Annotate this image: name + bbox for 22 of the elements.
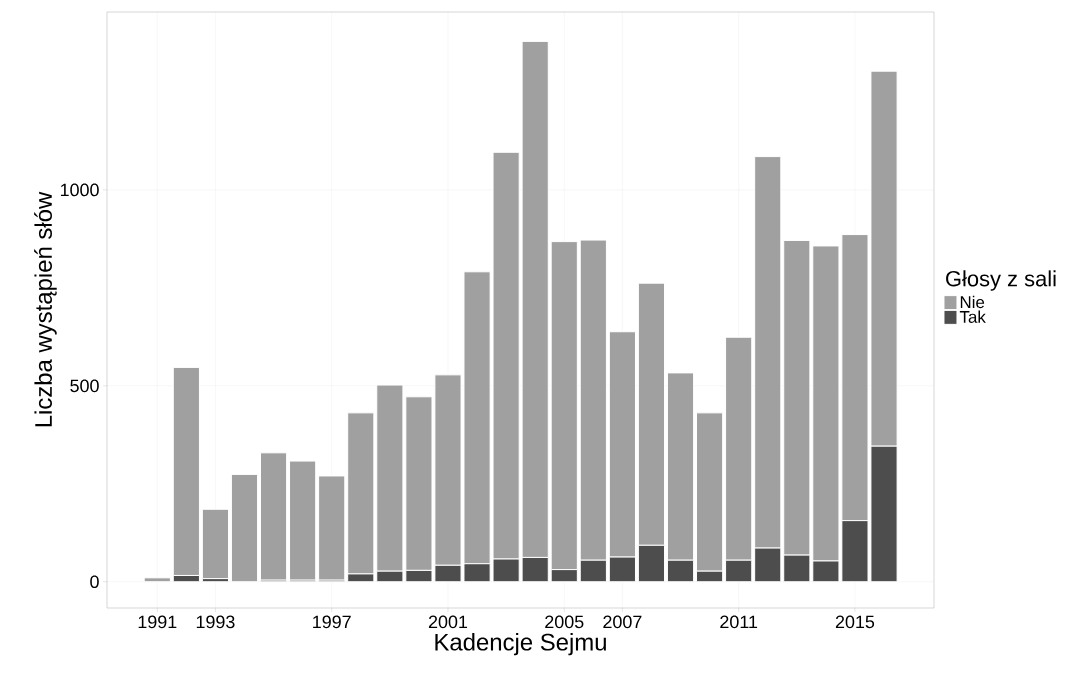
- bar: [259, 452, 288, 581]
- y-tick-label: 0: [90, 575, 99, 589]
- x-tick-label: 2011: [720, 615, 758, 629]
- x-axis-title: Kadencje Sejmu: [435, 633, 606, 656]
- y-tick-label: 1000: [60, 183, 99, 197]
- bar: [230, 473, 259, 583]
- legend-label: Nie: [960, 295, 985, 309]
- x-tick-label: 2001: [428, 615, 468, 629]
- x-tick-label: 2005: [545, 615, 584, 629]
- legend-label: Tak: [959, 310, 986, 323]
- bar: [201, 508, 230, 580]
- x-tick-label: 1993: [196, 615, 235, 629]
- y-axis-title: Liczba wystąpień słów: [34, 191, 57, 427]
- bar: [143, 577, 171, 583]
- y-tick-label: 500: [70, 379, 99, 393]
- x-tick-label: 2015: [835, 615, 875, 629]
- x-tick-label: 2007: [603, 615, 642, 629]
- bar: [318, 475, 346, 581]
- x-tick-label: 1997: [313, 615, 351, 629]
- legend-title: Głosy z sali: [946, 270, 1056, 291]
- x-tick-label: 1991: [138, 615, 177, 629]
- bar: [289, 460, 317, 581]
